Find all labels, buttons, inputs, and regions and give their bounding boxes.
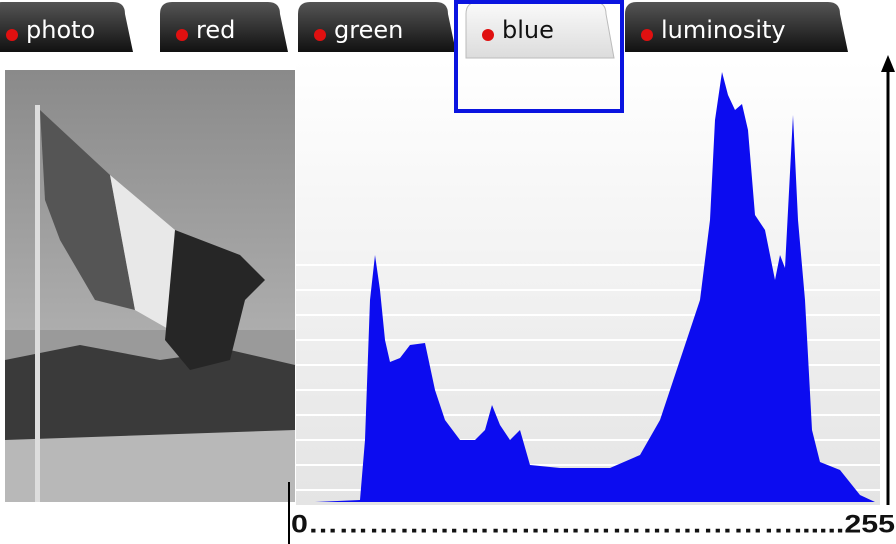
tab-bar: photo red green blue luminosity xyxy=(0,2,848,58)
tab-dot xyxy=(314,29,326,41)
tab[interactable]: green xyxy=(298,2,456,52)
tab-label: luminosity xyxy=(661,16,786,44)
tab-dot xyxy=(641,29,653,41)
tab-label: green xyxy=(334,16,403,44)
histogram xyxy=(296,60,880,505)
tab[interactable]: blue xyxy=(466,2,614,58)
photo-houses xyxy=(5,430,295,502)
tab-label: red xyxy=(196,16,235,44)
tab-dot xyxy=(176,29,188,41)
tab[interactable]: luminosity xyxy=(625,2,848,52)
tab[interactable]: photo xyxy=(0,2,133,52)
axis-arrow xyxy=(881,55,895,72)
flag-pole xyxy=(35,105,40,502)
tab-label: photo xyxy=(26,16,95,44)
photo-preview xyxy=(5,70,295,502)
histogram-panel: photoredgreenblueluminosity 0……………… xyxy=(0,0,896,544)
tab-dot xyxy=(482,29,494,41)
photo-trees xyxy=(5,345,295,440)
tab-label: blue xyxy=(502,16,554,44)
axis-caption: 0…………………………………………......255 xyxy=(291,511,895,539)
tab-dot xyxy=(6,29,18,41)
tab[interactable]: red xyxy=(160,2,288,52)
